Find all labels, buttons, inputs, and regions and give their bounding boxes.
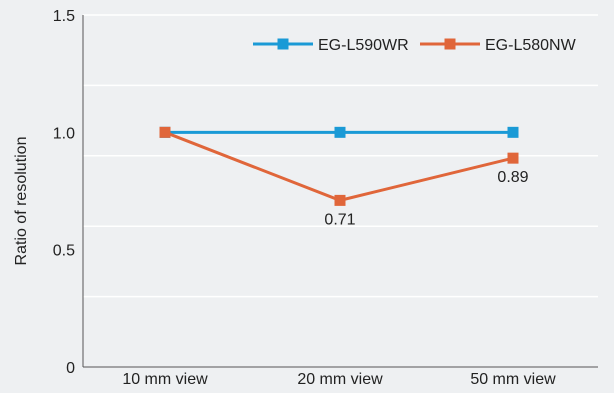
y-tick-label: 1.0 — [53, 125, 75, 142]
y-tick-label: 1.5 — [53, 8, 75, 25]
data-labels: 0.71 0.89 — [324, 169, 528, 228]
data-point — [334, 194, 346, 206]
axes — [82, 15, 598, 368]
series-lines — [159, 126, 519, 206]
legend-label: EG-L580NW — [485, 37, 577, 54]
x-tick-label: 20 mm view — [297, 371, 383, 388]
y-tick-label: 0 — [66, 360, 75, 377]
data-point — [507, 126, 519, 138]
x-tick-label: 50 mm view — [470, 371, 556, 388]
legend-label: EG-L590WR — [318, 37, 409, 54]
series-line — [164, 130, 514, 202]
x-tick-label: 10 mm view — [122, 371, 208, 388]
y-tick-label: 0.5 — [53, 243, 75, 260]
data-label: 0.71 — [324, 211, 355, 228]
data-point — [507, 152, 519, 164]
y-tick-labels: 0 0.5 1.0 1.5 — [53, 8, 75, 377]
gridlines — [83, 14, 598, 298]
data-point — [159, 126, 171, 138]
data-point — [334, 126, 346, 138]
legend-marker — [444, 38, 456, 50]
y-axis-label: Ratio of resolution — [13, 137, 30, 266]
x-tick-labels: 10 mm view 20 mm view 50 mm view — [122, 371, 556, 388]
legend-marker — [277, 38, 289, 50]
legend: EG-L590WR EG-L580NW — [253, 37, 577, 54]
data-label: 0.89 — [497, 169, 528, 186]
